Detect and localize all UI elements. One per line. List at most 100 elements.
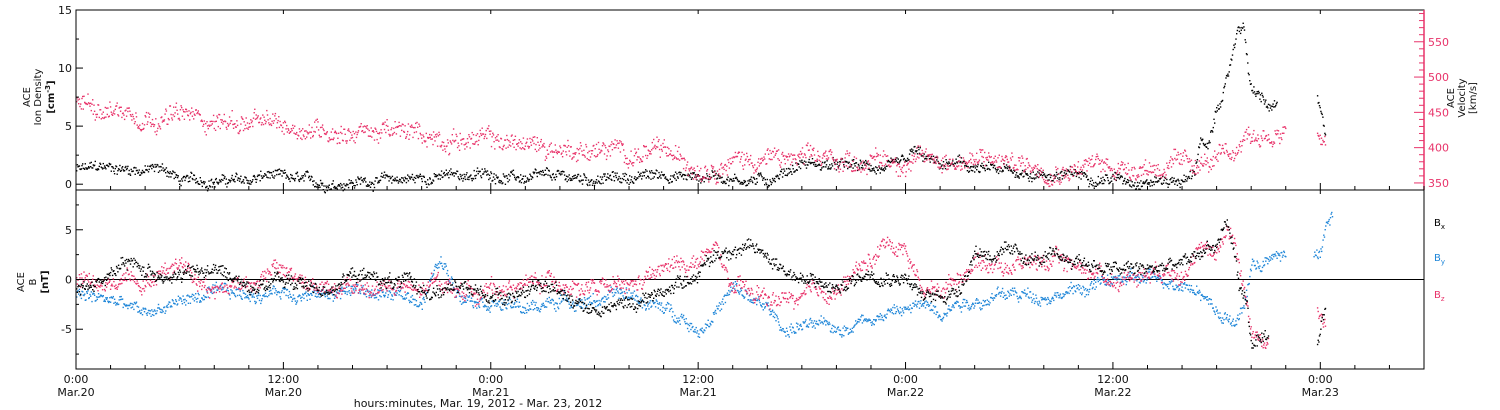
by-point: [589, 295, 592, 297]
by-point: [852, 331, 854, 333]
velocity-point: [1142, 166, 1144, 168]
by-point: [812, 322, 814, 324]
velocity-point: [433, 136, 435, 138]
density-point: [855, 162, 858, 164]
velocity-point: [893, 159, 895, 161]
velocity-point: [835, 160, 838, 162]
velocity-point: [809, 156, 811, 158]
velocity-point: [671, 155, 673, 157]
by-point: [445, 265, 447, 267]
by-point: [170, 305, 172, 307]
velocity-point: [723, 168, 725, 170]
density-point: [187, 175, 189, 177]
density-point: [123, 170, 125, 172]
density-point: [432, 180, 435, 182]
density-point: [798, 166, 800, 168]
by-point: [239, 290, 241, 292]
velocity-point: [147, 112, 150, 114]
velocity-point: [1172, 159, 1174, 161]
velocity-point: [1145, 169, 1147, 172]
velocity-point: [1103, 161, 1105, 163]
velocity-point: [381, 132, 383, 134]
density-point: [321, 184, 323, 186]
by-point: [185, 300, 188, 302]
velocity-point: [356, 133, 358, 136]
density-point: [263, 175, 265, 177]
by-point: [446, 272, 448, 275]
density-point: [646, 170, 648, 172]
density-point: [207, 187, 209, 190]
density-point: [236, 173, 238, 176]
velocity-point: [1215, 156, 1217, 158]
velocity-point: [837, 165, 839, 168]
by-point: [421, 308, 423, 310]
density-point: [181, 178, 183, 180]
velocity-point: [120, 106, 122, 108]
by-point: [645, 308, 647, 310]
velocity-point: [561, 152, 563, 154]
density-tick-label: 15: [58, 4, 72, 17]
density-point: [896, 161, 899, 163]
density-point: [113, 173, 116, 175]
density-point: [353, 187, 356, 189]
density-point: [1261, 92, 1263, 94]
density-point: [505, 175, 507, 177]
velocity-point: [702, 176, 705, 178]
density-point: [404, 176, 406, 179]
by-point: [343, 290, 346, 293]
velocity-point: [1042, 169, 1044, 171]
velocity-point: [705, 177, 707, 179]
velocity-point: [571, 158, 573, 160]
density-point: [296, 171, 299, 173]
velocity-point: [283, 133, 285, 135]
by-point: [249, 300, 251, 303]
velocity-point: [197, 111, 199, 114]
density-point: [347, 183, 349, 186]
density-point: [192, 178, 194, 181]
density-point: [884, 166, 886, 169]
velocity-point: [1277, 133, 1279, 135]
by-point: [85, 299, 87, 301]
density-point: [1120, 175, 1122, 177]
by-point: [544, 306, 546, 308]
by-point: [845, 329, 848, 331]
by-point: [577, 304, 579, 306]
velocity-point: [332, 138, 334, 141]
density-point: [680, 175, 683, 178]
density-point: [584, 176, 586, 178]
velocity-point: [464, 148, 466, 150]
by-point: [691, 326, 693, 329]
velocity-point: [1259, 146, 1261, 148]
density-point: [430, 183, 432, 185]
velocity-point: [163, 120, 165, 122]
by-point: [89, 293, 91, 296]
velocity-point: [1022, 162, 1024, 164]
density-point: [246, 182, 249, 184]
velocity-point: [317, 129, 320, 131]
velocity-point: [1270, 142, 1272, 144]
velocity-point: [296, 131, 298, 134]
density-point: [758, 175, 760, 177]
by-point: [325, 292, 328, 294]
by-point: [292, 298, 294, 300]
by-point: [378, 289, 380, 292]
velocity-point: [694, 176, 697, 178]
by-point: [798, 328, 800, 330]
by-point: [278, 292, 281, 294]
velocity-point: [520, 141, 522, 143]
density-point: [155, 165, 158, 168]
velocity-point: [955, 168, 957, 170]
density-point: [625, 173, 628, 176]
by-point: [861, 322, 864, 324]
density-point: [869, 168, 871, 171]
by-point: [120, 295, 122, 298]
density-point: [442, 172, 445, 175]
density-point: [968, 170, 971, 172]
velocity-point: [1063, 169, 1065, 171]
density-point: [1046, 174, 1048, 177]
velocity-point: [917, 145, 919, 147]
velocity-point: [373, 131, 375, 133]
velocity-point: [1318, 135, 1320, 138]
density-point: [619, 181, 621, 183]
